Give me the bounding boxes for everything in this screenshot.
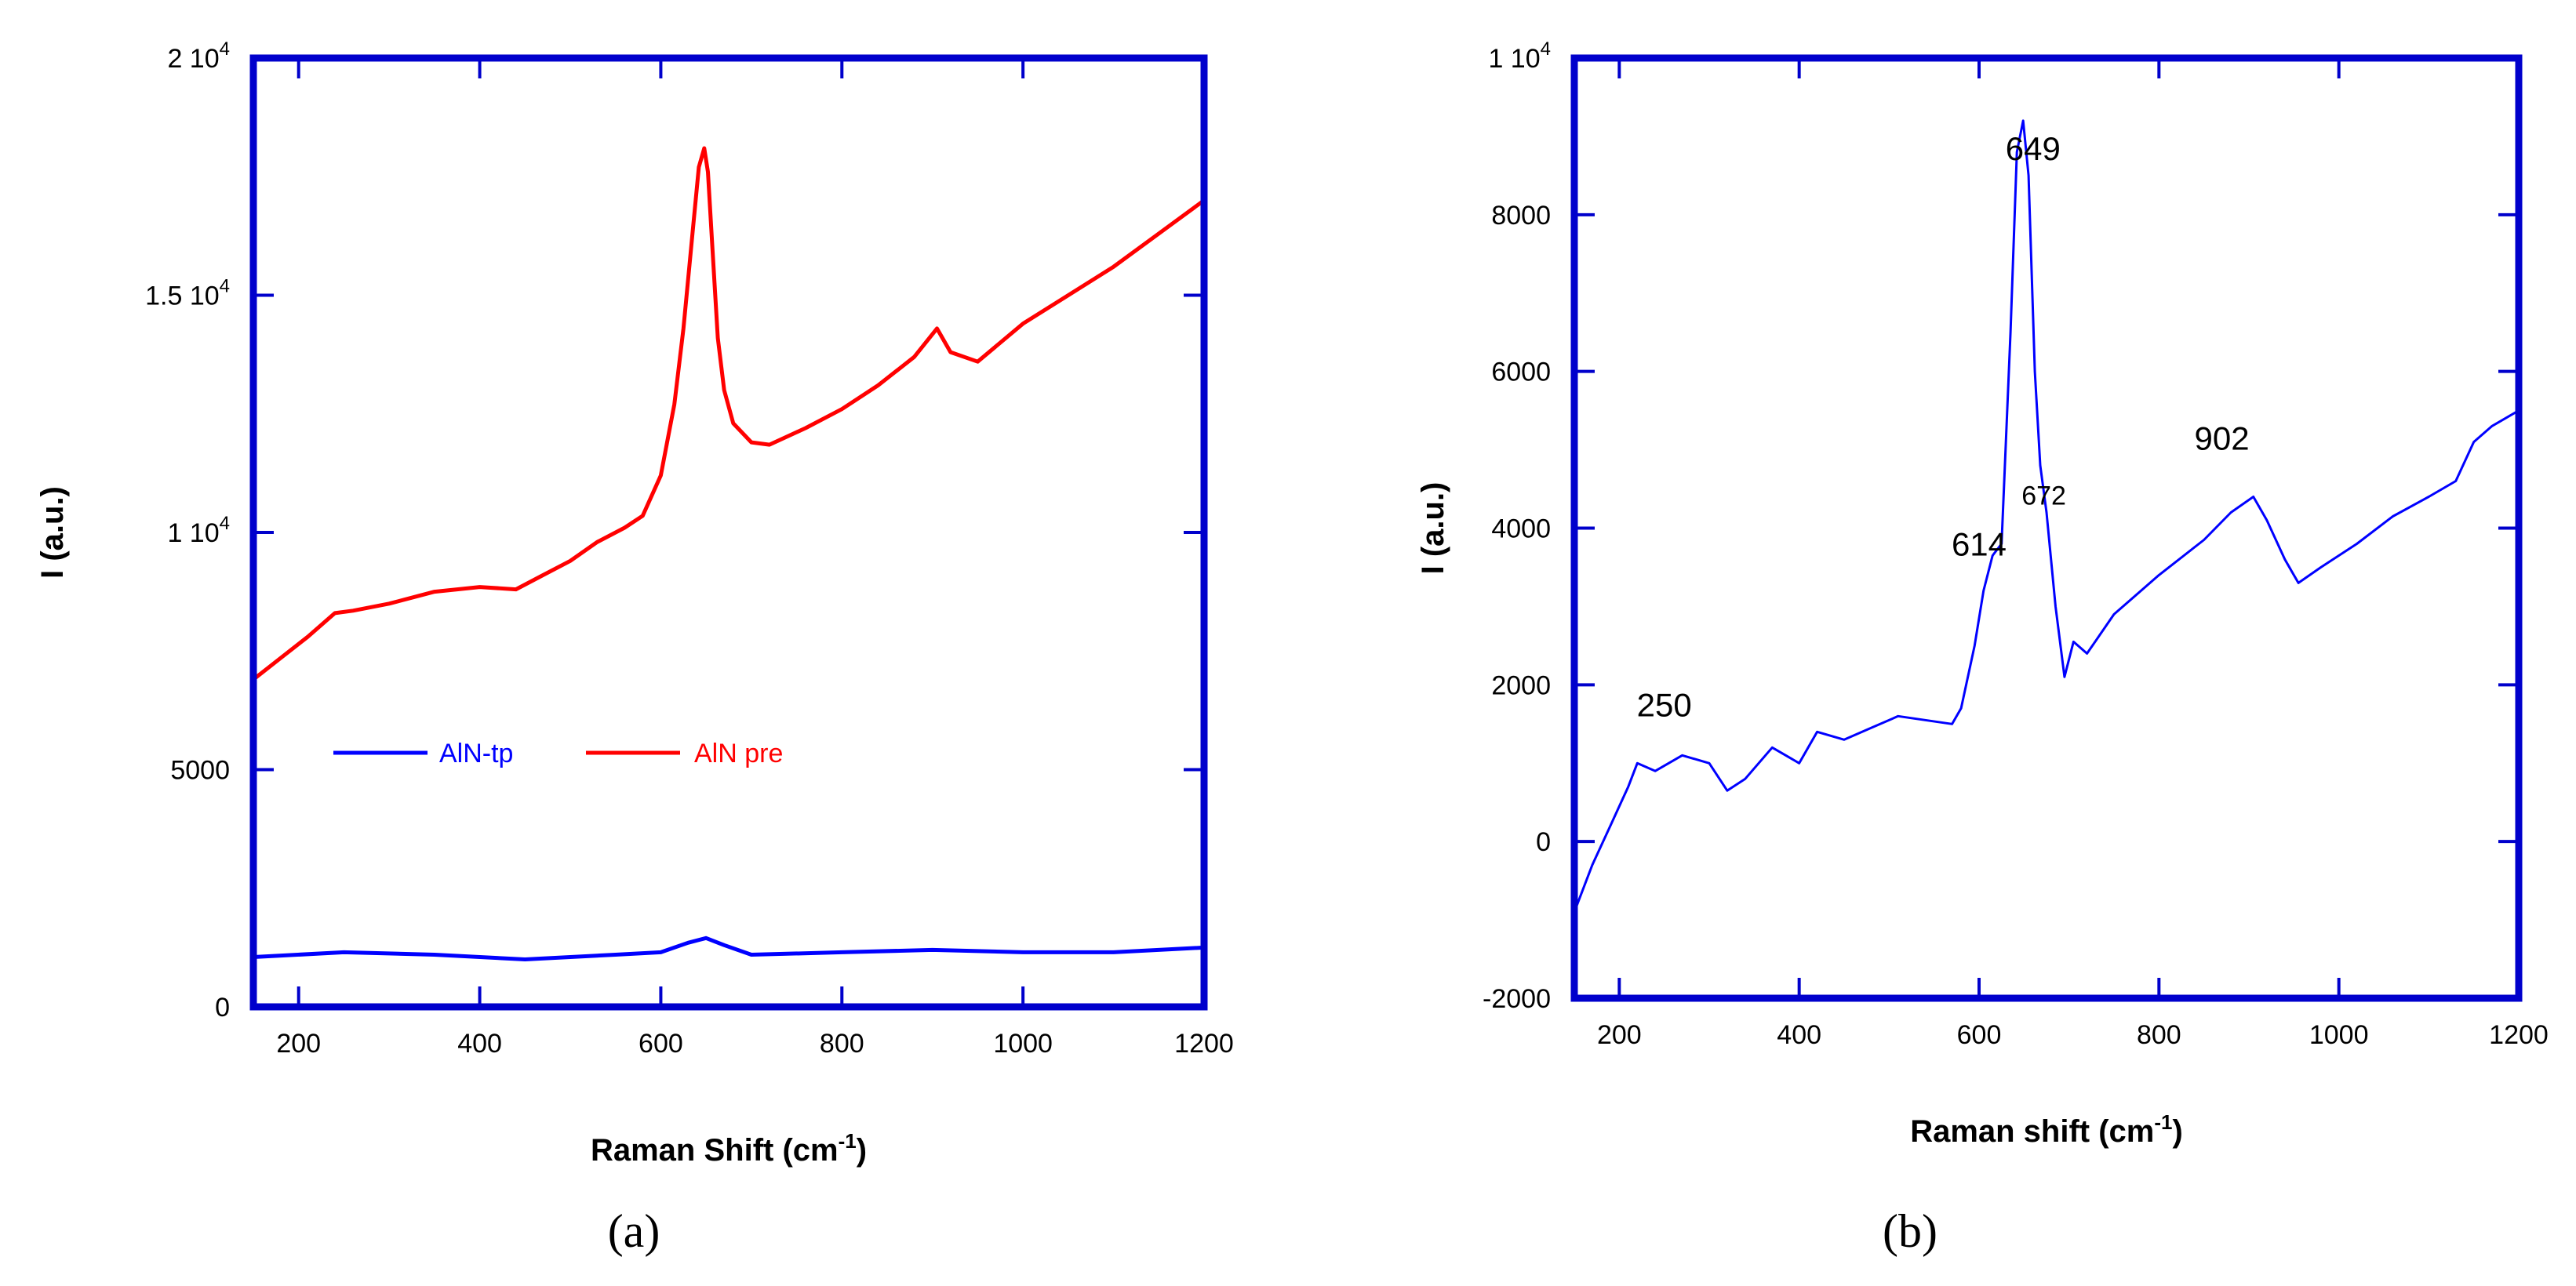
x-tick-label: 400 xyxy=(457,1029,502,1059)
x-tick-label: 1000 xyxy=(993,1029,1053,1059)
x-tick-label: 1200 xyxy=(1174,1029,1234,1059)
y-tick-label: 2000 xyxy=(1491,670,1551,700)
peak-annotation: 672 xyxy=(2021,481,2066,511)
panel-a-x-axis-title-end: ) xyxy=(857,1133,867,1168)
panel-a-series-line-aln-pre xyxy=(252,146,1206,681)
y-tick-label: 6000 xyxy=(1491,358,1551,387)
panel-b-annotations: 250 614 649 672 902 xyxy=(1637,130,2250,723)
y-tick-label: 0 xyxy=(1536,827,1551,857)
panel-a-x-axis-title-sup: -1 xyxy=(839,1129,857,1153)
y-tick-label: 5000 xyxy=(170,756,230,786)
panel-a-x-axis-title: Raman Shift (cm-1) xyxy=(591,1129,867,1168)
x-tick-label: 600 xyxy=(1957,1020,2002,1050)
panel-b-x-axis-title-end: ) xyxy=(2172,1114,2182,1149)
x-tick-label: 1000 xyxy=(2309,1020,2369,1050)
panel-a-series xyxy=(252,146,1206,961)
panel-b: 200 400 600 800 1000 1200 -2000 0 2000 4000 6000 80… xyxy=(1416,38,2549,1257)
legend-label: AlN-tp xyxy=(439,739,513,768)
x-tick-label: 200 xyxy=(1597,1020,1642,1050)
panel-b-series-line-0 xyxy=(1573,119,2520,913)
x-tick-label: 800 xyxy=(820,1029,864,1059)
peak-annotation: 250 xyxy=(1637,686,1692,723)
peak-annotation: 649 xyxy=(2006,130,2061,167)
panel-a-legend: AlN-tp AlN pre xyxy=(333,739,783,768)
panel-b-x-axis-title: Raman shift (cm-1) xyxy=(1910,1110,2183,1149)
panel-a-ticks: 200 400 600 800 1000 1200 0 5000 1 104 1.5 104 2 1… xyxy=(145,38,1234,1059)
panel-a-y-axis-title: I (a.u.) xyxy=(35,486,70,579)
x-tick-label: 800 xyxy=(2137,1020,2181,1050)
panel-b-x-axis-title-main: Raman shift (cm xyxy=(1910,1114,2154,1149)
y-tick-label: 1 104 xyxy=(167,513,230,548)
x-tick-label: 1200 xyxy=(2489,1020,2549,1050)
y-tick-label: -2000 xyxy=(1483,984,1551,1014)
panel-b-y-axis-title: I (a.u.) xyxy=(1416,482,1450,575)
panel-b-ticks: 200 400 600 800 1000 1200 -2000 0 2000 4000 6000 80… xyxy=(1483,38,2549,1050)
x-tick-label: 600 xyxy=(639,1029,683,1059)
panel-a: 200 400 600 800 1000 1200 0 5000 1 104 1.5 104 2 1… xyxy=(35,38,1234,1257)
panel-b-label: (b) xyxy=(1883,1205,1937,1257)
panel-b-series xyxy=(1573,119,2520,913)
y-tick-label: 8000 xyxy=(1491,201,1551,231)
panel-a-label: (a) xyxy=(608,1205,660,1257)
x-tick-label: 200 xyxy=(276,1029,321,1059)
panel-b-x-axis-title-sup: -1 xyxy=(2154,1110,2172,1134)
y-tick-label: 4000 xyxy=(1491,514,1551,544)
x-tick-label: 400 xyxy=(1777,1020,1821,1050)
panel-a-series-line-aln-tp xyxy=(253,935,1205,961)
peak-annotation: 614 xyxy=(1952,525,2007,562)
y-tick-label: 2 104 xyxy=(167,38,230,74)
y-tick-label: 1 104 xyxy=(1488,38,1551,74)
panel-a-x-axis-title-main: Raman Shift (cm xyxy=(591,1133,839,1168)
y-tick-label: 1.5 104 xyxy=(145,276,230,311)
y-tick-label: 0 xyxy=(215,993,230,1023)
legend-label: AlN pre xyxy=(694,739,783,768)
peak-annotation: 902 xyxy=(2195,420,2250,457)
